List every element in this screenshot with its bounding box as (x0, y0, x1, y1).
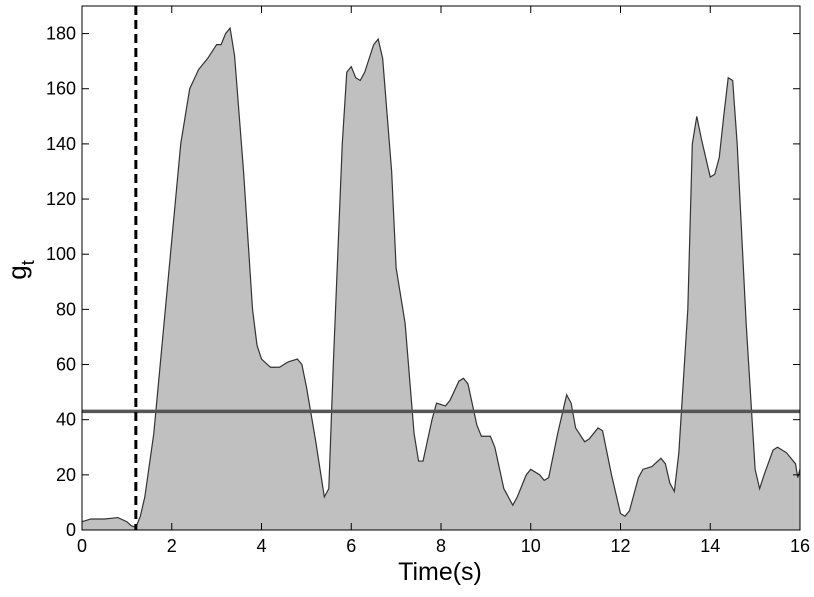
y-tick-label: 180 (46, 24, 76, 44)
x-tick-label: 6 (346, 536, 356, 556)
area-fill (82, 28, 800, 531)
x-tick-label: 10 (521, 536, 541, 556)
y-tick-label: 140 (46, 134, 76, 154)
y-tick-label: 40 (56, 410, 76, 430)
y-tick-label: 60 (56, 355, 76, 375)
y-tick-label: 160 (46, 79, 76, 99)
x-tick-label: 0 (77, 536, 87, 556)
y-tick-label: 20 (56, 465, 76, 485)
x-tick-label: 4 (256, 536, 266, 556)
y-tick-label: 0 (66, 520, 76, 540)
x-tick-label: 14 (700, 536, 720, 556)
x-tick-label: 12 (610, 536, 630, 556)
x-axis-label: Time(s) (398, 558, 482, 586)
y-axis-label: gt (2, 260, 38, 279)
x-tick-label: 2 (167, 536, 177, 556)
y-axis-label-subscript: t (18, 260, 38, 265)
x-tick-label: 8 (436, 536, 446, 556)
x-tick-label: 16 (790, 536, 810, 556)
y-tick-label: 100 (46, 244, 76, 264)
y-tick-label: 80 (56, 299, 76, 319)
y-axis-label-base: g (2, 265, 32, 279)
y-tick-label: 120 (46, 189, 76, 209)
area-line (81, 26, 801, 528)
